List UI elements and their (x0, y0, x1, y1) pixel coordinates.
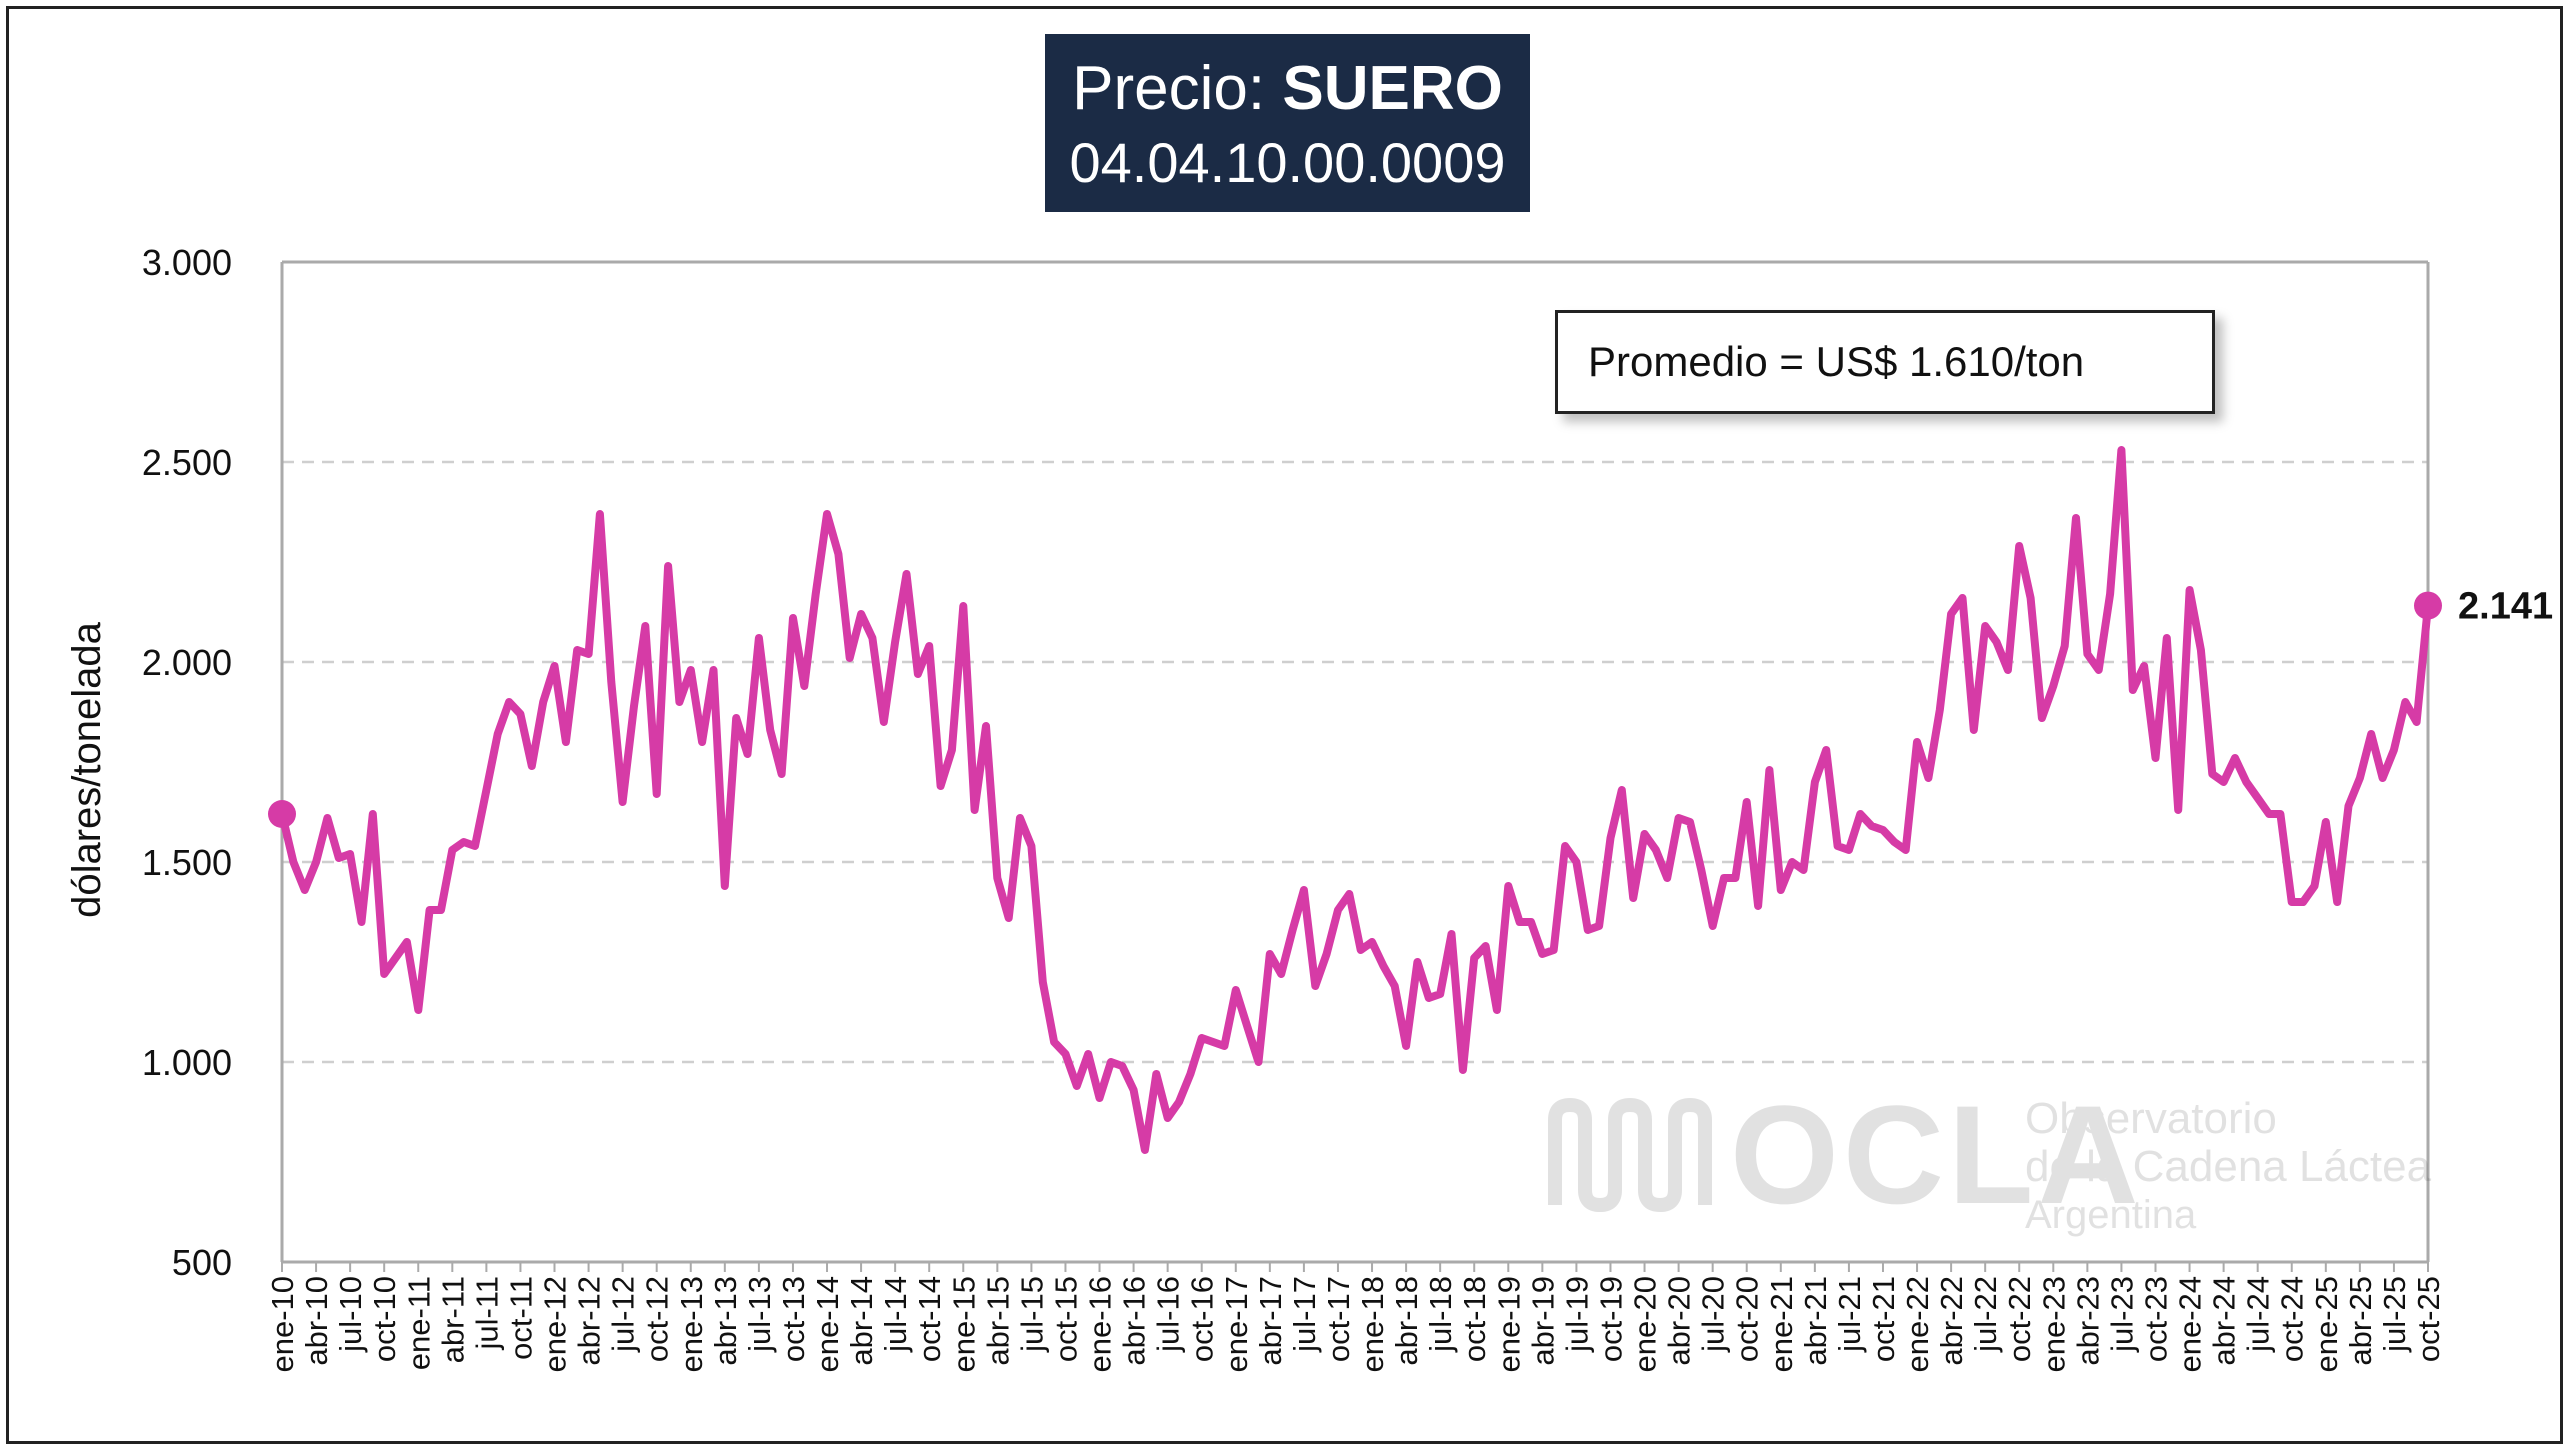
axes (280, 260, 2430, 1272)
x-tick-label: ene-23 (2036, 1276, 2071, 1373)
x-tick-label: ene-24 (2173, 1276, 2208, 1373)
x-tick-label: jul-24 (2241, 1276, 2276, 1353)
x-tick-label: ene-15 (946, 1276, 981, 1373)
x-tick-label: jul-23 (2104, 1276, 2139, 1353)
x-tick-label: oct-17 (1321, 1276, 1356, 1362)
x-tick-labels: ene-10 abr-10 jul-10 oct-10 ene-11 abr-11 jul-… (265, 1276, 2446, 1373)
x-tick-label: oct-16 (1185, 1276, 1220, 1362)
x-tick-label: ene-12 (538, 1276, 573, 1373)
x-tick-label: oct-18 (1457, 1276, 1492, 1362)
x-tick-label: ene-19 (1491, 1276, 1526, 1373)
y-tick-label: 1.500 (142, 842, 232, 883)
x-tick-label: jul-10 (333, 1276, 368, 1353)
x-tick-label: jul-19 (1559, 1276, 1594, 1353)
x-tick-label: oct-24 (2275, 1276, 2310, 1362)
y-tick-label: 2.000 (142, 642, 232, 683)
x-tick-label: abr-15 (980, 1276, 1015, 1366)
ocla-watermark: OCLA Observatorio de la Cadena Láctea Ar… (1545, 1076, 2431, 1245)
x-tick-label: jul-18 (1423, 1276, 1458, 1353)
x-tick-label: abr-23 (2070, 1276, 2105, 1366)
x-tick-label: oct-25 (2411, 1276, 2446, 1362)
first-point-marker (268, 800, 296, 828)
x-tick-label: jul-16 (1151, 1276, 1186, 1353)
x-tick-label: oct-11 (503, 1276, 538, 1360)
x-tick-label: abr-21 (1798, 1276, 1833, 1366)
chart-title-box: Precio: SUERO 04.04.10.00.0009 (1045, 34, 1530, 212)
x-tick-label: abr-18 (1389, 1276, 1424, 1366)
last-point-marker (2414, 591, 2442, 620)
y-tick-label: 2.500 (142, 442, 232, 483)
x-tick-label: abr-24 (2207, 1276, 2242, 1366)
x-tick-label: jul-25 (2377, 1276, 2412, 1353)
x-tick-label: abr-25 (2343, 1276, 2378, 1366)
x-tick-label: oct-15 (1048, 1276, 1083, 1362)
x-tick-label: abr-16 (1117, 1276, 1152, 1366)
x-tick-label: ene-21 (1764, 1276, 1799, 1373)
x-tick-label: ene-18 (1355, 1276, 1390, 1373)
ocla-logo-text: OCLA (1730, 1076, 2143, 1233)
y-tick-label: 500 (172, 1242, 232, 1283)
x-tick-label: ene-22 (1900, 1276, 1935, 1373)
x-tick-label: ene-16 (1083, 1276, 1118, 1373)
chart-title: Precio: SUERO (1045, 50, 1530, 128)
y-axis-label: dólares/tonelada (65, 621, 109, 918)
title-product: SUERO (1282, 54, 1503, 123)
x-tick-label: jul-22 (1968, 1276, 2003, 1353)
ocla-caption-line3: Argentina (2025, 1193, 2197, 1237)
x-tick-label: ene-25 (2309, 1276, 2344, 1373)
chart-subtitle: 04.04.10.00.0009 (1069, 131, 1506, 194)
x-tick-label: oct-10 (367, 1276, 402, 1362)
x-tick-label: jul-20 (1696, 1276, 1731, 1353)
x-tick-label: abr-12 (572, 1276, 607, 1366)
x-tick-label: ene-20 (1628, 1276, 1663, 1373)
x-tick-label: jul-11 (469, 1276, 504, 1351)
x-tick-label: abr-20 (1662, 1276, 1697, 1366)
x-tick-label: jul-12 (606, 1276, 641, 1353)
x-tick-label: ene-13 (674, 1276, 709, 1373)
x-tick-label: abr-14 (844, 1276, 879, 1366)
title-prefix: Precio: (1072, 54, 1283, 123)
x-tick-label: ene-10 (265, 1276, 300, 1373)
x-tick-label: jul-21 (1832, 1276, 1867, 1353)
x-tick-label: abr-19 (1525, 1276, 1560, 1366)
x-tick-label: abr-17 (1253, 1276, 1288, 1366)
x-tick-label: ene-14 (810, 1276, 845, 1373)
x-tick-label: abr-13 (708, 1276, 743, 1366)
series (268, 446, 2442, 1154)
ocla-logo-caption: Observatorio de la Cadena Láctea Argenti… (2025, 1095, 2431, 1239)
y-tick-label: 3.000 (142, 242, 232, 283)
chart-frame (6, 6, 2563, 1444)
ocla-caption-line2: de la Cadena Láctea (2025, 1142, 2432, 1191)
ocla-logo-icon (1548, 1097, 1712, 1213)
x-tick-label: jul-15 (1014, 1276, 1049, 1353)
y-tick-labels: 500 1.000 1.500 2.000 2.500 3.000 (142, 242, 232, 1283)
x-tick-label: oct-21 (1866, 1276, 1901, 1362)
x-tick-label: oct-22 (2002, 1276, 2037, 1362)
x-tick-label: ene-11 (401, 1276, 436, 1370)
x-tick-label: oct-12 (640, 1276, 675, 1362)
series-line (278, 446, 2432, 1154)
x-tick-label: abr-10 (299, 1276, 334, 1366)
x-tick-label: oct-19 (1593, 1276, 1628, 1362)
ocla-caption-line1: Observatorio (2025, 1094, 2277, 1143)
x-tick-label: abr-11 (435, 1276, 470, 1363)
y-tick-label: 1.000 (142, 1042, 232, 1083)
x-tick-label: jul-17 (1287, 1276, 1322, 1353)
x-tick-label: oct-13 (776, 1276, 811, 1362)
x-tick-label: abr-22 (1934, 1276, 1969, 1366)
last-value-label: 2.141 (2458, 586, 2553, 628)
average-annotation: Promedio = US$ 1.610/ton (1555, 310, 2215, 414)
x-tick-label: ene-17 (1219, 1276, 1254, 1373)
x-tick-label: jul-14 (878, 1276, 913, 1353)
x-tick-label: oct-14 (912, 1276, 947, 1362)
x-tick-label: oct-23 (2138, 1276, 2173, 1362)
x-tick-label: jul-13 (742, 1276, 777, 1353)
x-tick-label: oct-20 (1730, 1276, 1765, 1362)
